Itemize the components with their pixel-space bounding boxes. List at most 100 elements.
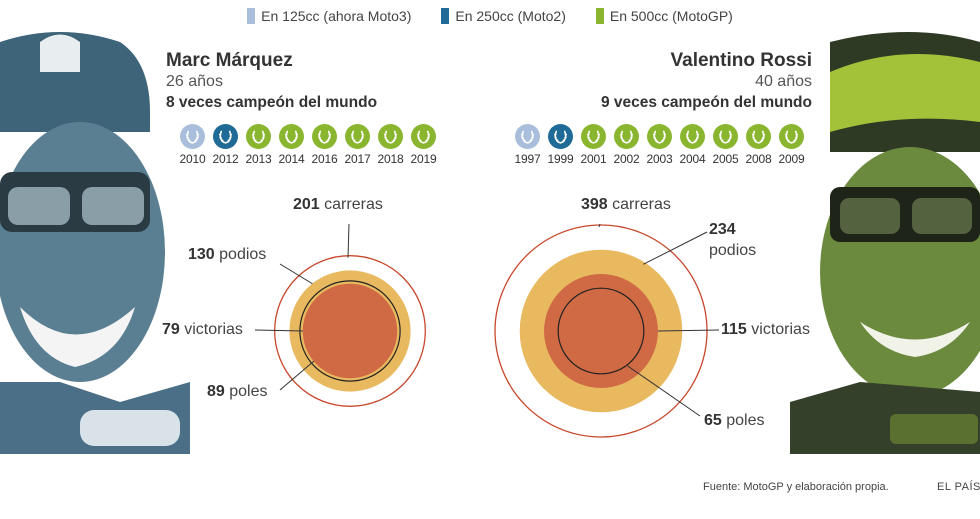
marquez-medal-year: 2016 (311, 152, 338, 166)
rossi-poles-value: 65 (704, 412, 722, 429)
legend-swatch-125cc (247, 8, 256, 24)
rossi-photo (790, 22, 980, 454)
marquez-medal-year: 2017 (344, 152, 371, 166)
rossi-medal-2004: 2004 (679, 124, 706, 166)
laurel-icon (515, 124, 540, 149)
marquez-podios-leader (279, 263, 313, 285)
laurel-icon (180, 124, 205, 149)
marquez-poles-label: 89 poles (207, 383, 268, 401)
laurel-icon (680, 124, 705, 149)
marquez-medal-year: 2010 (179, 152, 206, 166)
laurel-icon (312, 124, 337, 149)
rossi-medal-2002: 2002 (613, 124, 640, 166)
rossi-victorias-text: victorias (751, 321, 810, 338)
laurel-icon (411, 124, 436, 149)
laurel-icon (279, 124, 304, 149)
marquez-podios-label: 130 podios (188, 246, 266, 264)
marquez-victorias-value: 79 (162, 321, 180, 338)
marquez-medal-2013: 2013 (245, 124, 272, 166)
laurel-icon (746, 124, 771, 149)
rossi-carreras-circle (494, 224, 708, 438)
marquez-carreras-circle (274, 255, 426, 407)
laurel-icon (713, 124, 738, 149)
rossi-medal-year: 2009 (778, 152, 805, 166)
marquez-medal-year: 2012 (212, 152, 239, 166)
rossi-medal-2008: 2008 (745, 124, 772, 166)
rossi-medal-1997: 1997 (514, 124, 541, 166)
marquez-medal-2016: 2016 (311, 124, 338, 166)
marquez-carreras-text: carreras (324, 196, 383, 213)
laurel-icon (614, 124, 639, 149)
marquez-carreras-leader (347, 223, 350, 258)
rossi-carreras-label: 398 carreras (581, 196, 671, 214)
rossi-medal-year: 2008 (745, 152, 772, 166)
marquez-medals: 2010 2012 2013 2014 2016 2017 2018 2019 (179, 124, 437, 166)
legend: En 125cc (ahora Moto3) En 250cc (Moto2) … (0, 8, 980, 24)
laurel-icon (378, 124, 403, 149)
marquez-carreras-value: 201 (293, 196, 320, 213)
laurel-icon (647, 124, 672, 149)
marquez-victorias-circle (302, 283, 398, 379)
marquez-medal-2012: 2012 (212, 124, 239, 166)
rossi-victorias-leader (657, 329, 720, 332)
marquez-victorias-text: victorias (184, 321, 243, 338)
legend-swatch-500cc (595, 8, 604, 24)
rossi-victorias-circle (544, 274, 658, 388)
rossi-poles-label: 65 poles (704, 412, 765, 430)
rossi-medal-year: 2005 (712, 152, 739, 166)
legend-label-250cc: En 250cc (Moto2) (455, 8, 566, 24)
marquez-photo (0, 22, 190, 454)
rossi-name: Valentino Rossi (670, 50, 812, 71)
laurel-icon (345, 124, 370, 149)
marquez-medal-2019: 2019 (410, 124, 437, 166)
source-note: Fuente: MotoGP y elaboración propia. (703, 481, 889, 493)
rossi-medal-2001: 2001 (581, 124, 607, 166)
legend-swatch-250cc (441, 8, 450, 24)
rossi-medal-year: 2002 (613, 152, 640, 166)
marquez-titles: 8 veces campeón del mundo (166, 94, 378, 111)
rossi-circles-chart (494, 223, 720, 438)
marquez-poles-text: poles (229, 383, 268, 400)
rossi-medal-1999: 1999 (547, 124, 574, 166)
marquez-medal-2017: 2017 (344, 124, 371, 166)
marquez-circles-chart (254, 223, 426, 407)
laurel-icon (246, 124, 271, 149)
legend-item-250cc: En 250cc (Moto2) (441, 8, 566, 24)
marquez-victorias-label: 79 victorias (162, 321, 243, 339)
marquez-medal-year: 2018 (377, 152, 404, 166)
rossi-medal-2003: 2003 (646, 124, 673, 166)
rossi-medal-year: 1997 (514, 152, 541, 166)
marquez-carreras-label: 201 carreras (293, 196, 383, 214)
rossi-carreras-value: 398 (581, 196, 608, 213)
marquez-poles-value: 89 (207, 383, 225, 400)
marquez-name: Marc Márquez (166, 50, 293, 71)
rossi-podios-label: 234 podios (709, 219, 756, 261)
rossi-carreras-leader (598, 223, 601, 228)
brand-label: EL PAÍS (937, 481, 980, 493)
rossi-medal-year: 2003 (646, 152, 673, 166)
rossi-carreras-text: carreras (612, 196, 671, 213)
rossi-medals: 1997 1999 2001 2002 2003 2004 2005 2008 2009 (514, 124, 805, 166)
laurel-icon (779, 124, 804, 149)
marquez-medal-2018: 2018 (377, 124, 404, 166)
laurel-icon (581, 124, 606, 149)
rossi-poles-text: poles (726, 412, 765, 429)
rossi-medal-2009: 2009 (778, 124, 805, 166)
rossi-medal-year: 1999 (547, 152, 574, 166)
rossi-titles: 9 veces campeón del mundo (600, 94, 812, 111)
marquez-poles-leader (279, 360, 315, 391)
marquez-medal-year: 2014 (278, 152, 305, 166)
rossi-medal-year: 2004 (679, 152, 706, 166)
rossi-victorias-value: 115 (721, 321, 747, 338)
marquez-medal-year: 2013 (245, 152, 272, 166)
legend-item-125cc: En 125cc (ahora Moto3) (247, 8, 411, 24)
laurel-icon (213, 124, 238, 149)
rossi-victorias-label: 115 victorias (721, 321, 810, 339)
legend-label-125cc: En 125cc (ahora Moto3) (261, 8, 412, 24)
laurel-icon (548, 124, 573, 149)
marquez-age: 26 años (166, 73, 223, 90)
marquez-medal-year: 2019 (410, 152, 437, 166)
legend-item-500cc: En 500cc (MotoGP) (595, 8, 733, 24)
rossi-age: 40 años (755, 73, 812, 90)
rossi-podios-leader (643, 231, 708, 265)
